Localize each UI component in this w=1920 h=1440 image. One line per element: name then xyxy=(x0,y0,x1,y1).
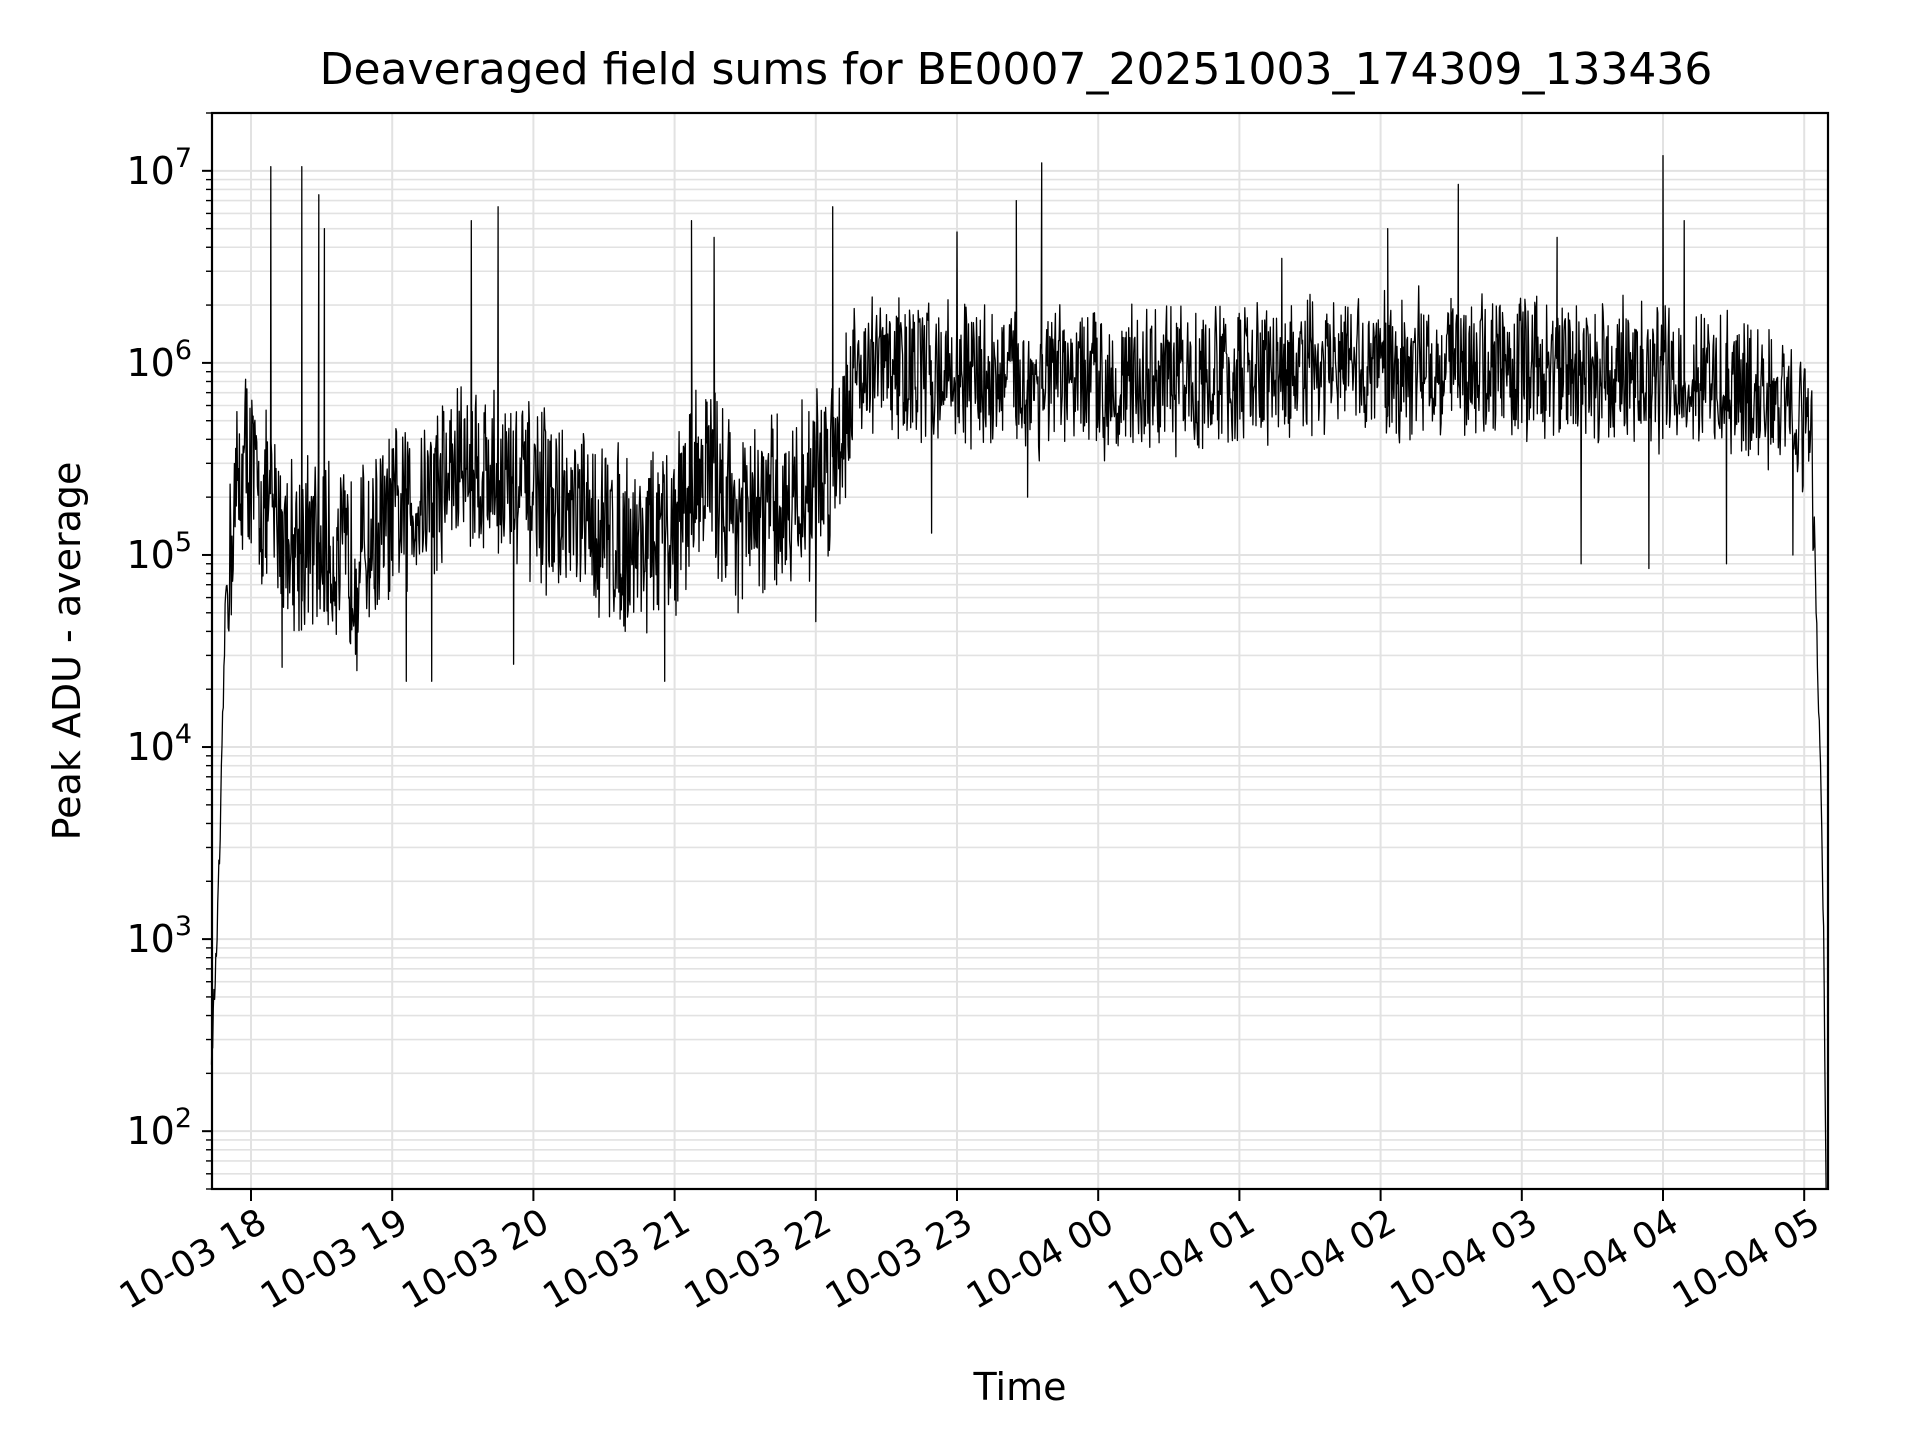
y-tick-label: 104 xyxy=(126,719,192,769)
y-tick-label: 105 xyxy=(126,527,192,577)
y-tick-label-exponent: 4 xyxy=(175,719,192,750)
y-tick-label-base: 10 xyxy=(126,341,174,385)
y-tick-label: 103 xyxy=(126,911,192,961)
y-axis-label: Peak ADU - average xyxy=(45,462,89,841)
y-tick-label: 106 xyxy=(126,335,192,385)
y-tick-label-base: 10 xyxy=(126,725,174,769)
y-tick-label-exponent: 7 xyxy=(175,143,192,174)
y-tick-label-base: 10 xyxy=(126,917,174,961)
data-line-layer xyxy=(210,154,1827,1190)
y-tick-label: 107 xyxy=(126,143,192,193)
chart-title: Deaveraged field sums for BE0007_2025100… xyxy=(320,44,1713,95)
y-tick-label: 102 xyxy=(126,1103,192,1153)
y-tick-label-exponent: 5 xyxy=(175,527,192,558)
plot-frame xyxy=(210,111,1830,1191)
y-tick-label-base: 10 xyxy=(126,149,174,193)
series-line xyxy=(210,154,1827,1190)
y-tick-label-exponent: 2 xyxy=(175,1103,192,1134)
y-tick-label-base: 10 xyxy=(126,1109,174,1153)
y-tick-label-base: 10 xyxy=(126,533,174,577)
y-tick-label-exponent: 6 xyxy=(175,335,192,366)
y-tick-label-exponent: 3 xyxy=(175,911,192,942)
x-axis-label: Time xyxy=(973,1365,1067,1409)
